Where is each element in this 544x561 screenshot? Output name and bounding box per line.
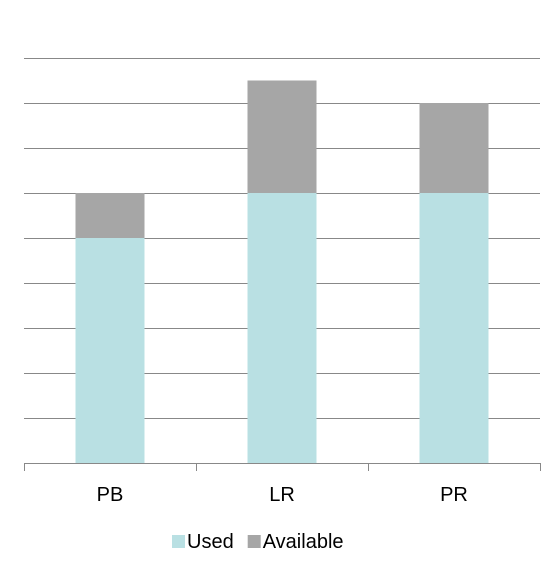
x-tick-label-lr: LR [269, 484, 295, 506]
bar-pr-used [419, 193, 489, 463]
bar-lr-available [247, 80, 317, 193]
x-axis [24, 463, 541, 471]
legend-swatch-available [247, 535, 261, 548]
bar-pb-available [75, 193, 145, 238]
bar-group [75, 80, 489, 463]
bar-pb-used [75, 238, 145, 463]
legend-swatch-used [172, 535, 185, 548]
x-tick-label-pr: PR [440, 484, 468, 506]
legend-label-used: Used [187, 531, 234, 553]
bar-pr-available [419, 103, 489, 193]
x-tick-label-pb: PB [97, 484, 124, 506]
legend: Used Available [172, 531, 344, 553]
legend-label-available: Available [263, 531, 344, 553]
bar-lr-used [247, 193, 317, 463]
x-tick-labels: PB LR PR [97, 484, 468, 506]
